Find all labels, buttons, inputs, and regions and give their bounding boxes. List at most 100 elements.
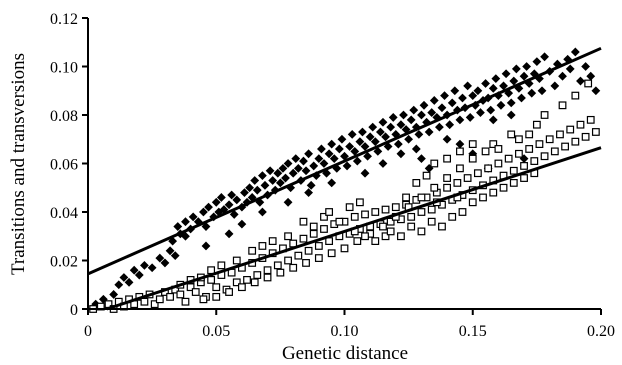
square-point: [407, 222, 416, 231]
diamond-point: [417, 110, 426, 120]
diamond-point: [501, 69, 511, 79]
diamond-point: [188, 212, 198, 222]
diamond-point: [181, 217, 190, 227]
diamond-point: [109, 290, 119, 299]
square-point: [386, 217, 395, 226]
square-point: [443, 154, 451, 163]
diamond-point: [309, 161, 319, 171]
diamond-point: [522, 62, 532, 71]
square-point: [453, 179, 462, 187]
plot-area: [87, 46, 602, 313]
square-point: [353, 237, 362, 246]
square-point: [417, 227, 426, 236]
diamond-point: [519, 71, 529, 81]
diamond-point: [173, 222, 183, 231]
square-point: [140, 297, 149, 306]
square-point: [253, 271, 262, 279]
diamond-point: [281, 173, 290, 183]
x-tick-label: 0.15: [459, 323, 487, 340]
diamond-point: [365, 132, 375, 142]
square-point: [545, 135, 554, 144]
diamond-point: [360, 168, 370, 178]
diamond-point: [250, 176, 260, 185]
diamond-point: [465, 113, 475, 122]
diamond-point: [291, 154, 301, 164]
square-point: [525, 145, 534, 153]
diamond-point: [160, 258, 170, 268]
square-point: [591, 128, 600, 136]
square-point: [284, 232, 292, 241]
diamond-point: [509, 76, 519, 86]
square-point: [299, 217, 308, 226]
diamond-point: [165, 246, 175, 256]
square-point: [350, 212, 359, 221]
diamond-point: [440, 91, 449, 100]
square-point: [504, 154, 513, 163]
diamond-point: [373, 146, 383, 156]
diamond-point: [340, 151, 349, 161]
diamond-point: [319, 159, 329, 168]
diamond-point: [342, 161, 352, 171]
diamond-point: [288, 168, 298, 178]
square-point: [327, 249, 336, 258]
diamond-point: [229, 210, 239, 219]
square-point: [456, 164, 464, 173]
square-point: [507, 130, 516, 139]
square-point: [314, 242, 323, 250]
square-point: [335, 217, 344, 226]
series-2: [89, 79, 600, 313]
square-point: [199, 295, 208, 304]
diamond-point: [306, 180, 316, 190]
x-axis-label: Genetic distance: [282, 343, 408, 364]
diamond-point: [224, 229, 234, 239]
square-point: [550, 147, 559, 156]
diamond-point: [424, 163, 434, 173]
square-point: [345, 203, 354, 212]
square-point: [481, 147, 490, 156]
regression-line-2: [106, 146, 602, 311]
square-point: [515, 135, 523, 144]
square-point: [463, 174, 472, 182]
diamond-point: [317, 144, 326, 154]
diamond-point: [486, 105, 496, 115]
diamond-point: [576, 76, 585, 86]
square-point: [155, 295, 164, 304]
diamond-point: [168, 236, 178, 246]
y-tick-label: 0.12: [50, 11, 78, 28]
square-point: [556, 130, 564, 139]
square-point: [561, 142, 569, 151]
diamond-point: [406, 115, 416, 125]
diamond-point: [119, 273, 129, 282]
diamond-point: [399, 110, 408, 120]
diamond-point: [396, 120, 406, 130]
diamond-point: [304, 188, 313, 197]
diamond-point: [199, 207, 208, 217]
diamond-point: [181, 231, 190, 241]
diamond-point: [216, 193, 226, 202]
diamond-point: [134, 270, 144, 280]
diamond-point: [358, 127, 367, 137]
diamond-point: [201, 241, 211, 251]
diamond-point: [393, 139, 403, 149]
square-point: [586, 115, 595, 124]
square-point: [484, 164, 493, 173]
diamond-point: [499, 81, 508, 91]
square-point: [150, 300, 159, 309]
diamond-point: [237, 219, 247, 229]
square-point: [520, 162, 528, 170]
diamond-point: [378, 159, 388, 168]
square-point: [576, 120, 585, 129]
diamond-point: [327, 139, 337, 149]
square-point: [417, 193, 426, 202]
diamond-point: [314, 154, 324, 164]
square-point: [225, 288, 233, 296]
square-point: [479, 193, 487, 202]
square-point: [243, 276, 251, 284]
square-point: [294, 251, 303, 260]
square-point: [250, 278, 259, 287]
square-point: [499, 183, 508, 192]
diamond-point: [414, 130, 424, 139]
square-point: [309, 222, 318, 231]
square-point: [535, 140, 544, 149]
